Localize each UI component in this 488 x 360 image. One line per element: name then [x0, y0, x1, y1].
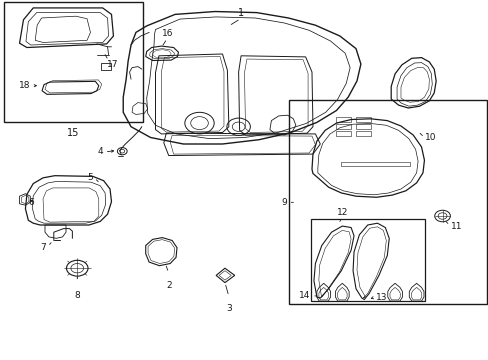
Text: 5: 5 — [87, 173, 93, 182]
Text: 8: 8 — [74, 291, 80, 300]
Text: 1: 1 — [237, 8, 243, 18]
Text: 2: 2 — [165, 281, 171, 290]
Text: 4: 4 — [97, 148, 102, 157]
Text: 14: 14 — [299, 292, 310, 300]
Text: 9: 9 — [281, 198, 287, 207]
Text: 11: 11 — [450, 222, 462, 231]
Text: 10: 10 — [425, 133, 436, 142]
Text: 12: 12 — [336, 208, 347, 217]
Text: 15: 15 — [67, 128, 80, 138]
Text: 3: 3 — [225, 304, 231, 313]
Text: 18: 18 — [19, 81, 30, 90]
Text: 16: 16 — [161, 29, 173, 38]
Text: 6: 6 — [28, 198, 34, 207]
Text: 17: 17 — [106, 60, 118, 69]
Text: 13: 13 — [375, 292, 386, 302]
Text: 7: 7 — [41, 243, 46, 252]
